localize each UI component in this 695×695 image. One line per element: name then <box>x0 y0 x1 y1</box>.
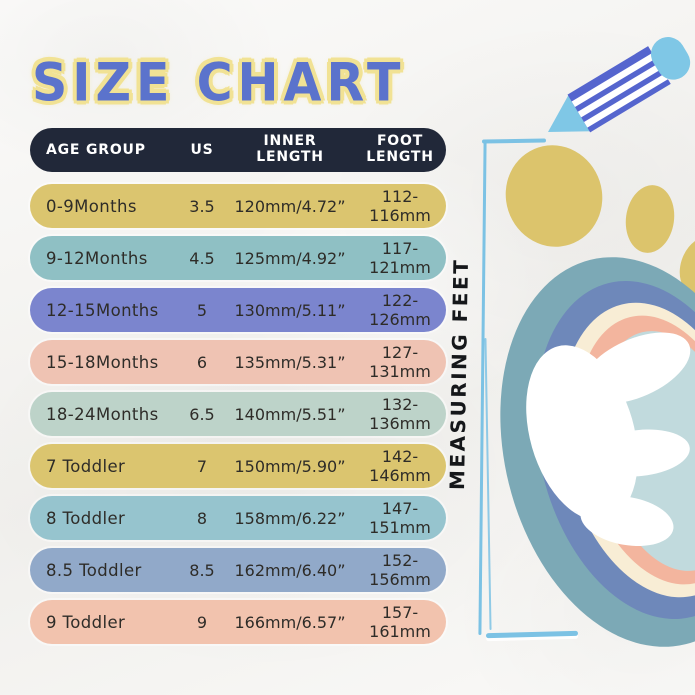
inner-length-cell: 135mm/5.31” <box>234 352 346 372</box>
table-row: 12-15Months 5 130mm/5.11” 122-126mm <box>30 288 446 332</box>
table-row: 9-12Months 4.5 125mm/4.92” 117-121mm <box>30 236 446 280</box>
inner-length-cell: 125mm/4.92” <box>234 248 346 268</box>
header-inner-length: INNER LENGTH <box>256 133 324 165</box>
age-group-cell: 8.5 Toddler <box>46 560 142 580</box>
foot-length-cell: 127-131mm <box>369 343 431 381</box>
size-table: AGE GROUP US INNER LENGTH FOOT LENGTH 0-… <box>30 128 446 644</box>
us-size-cell: 8.5 <box>189 560 215 580</box>
us-size-cell: 9 <box>196 612 208 632</box>
size-table-body: 0-9Months 3.5 120mm/4.72” 112-116mm 9-12… <box>30 184 446 644</box>
us-size-cell: 6.5 <box>189 404 215 424</box>
us-size-cell: 7 <box>196 456 208 476</box>
foot-length-cell: 142-146mm <box>369 447 431 485</box>
foot-length-cell: 122-126mm <box>369 291 431 329</box>
inner-length-cell: 140mm/5.51” <box>234 404 346 424</box>
age-group-cell: 9 Toddler <box>46 612 126 632</box>
measuring-feet-label: MEASURING FEET <box>444 257 474 491</box>
foot-length-cell: 157-161mm <box>369 603 431 641</box>
inner-length-cell: 150mm/5.90” <box>234 456 346 476</box>
table-row: 8.5 Toddler 8.5 162mm/6.40” 152-156mm <box>30 548 446 592</box>
table-row: 15-18Months 6 135mm/5.31” 127-131mm <box>30 340 446 384</box>
size-table-header: AGE GROUP US INNER LENGTH FOOT LENGTH <box>30 128 446 172</box>
foot-length-cell: 132-136mm <box>369 395 431 433</box>
header-age-group: AGE GROUP <box>46 142 146 158</box>
inner-length-cell: 158mm/6.22” <box>234 508 346 528</box>
measuring-feet-label-wrap: MEASURING FEET <box>441 250 477 499</box>
page-title: SIZE CHART <box>32 51 406 114</box>
foot-length-cell: 112-116mm <box>369 187 431 225</box>
us-size-cell: 3.5 <box>189 196 215 216</box>
age-group-cell: 15-18Months <box>46 352 159 372</box>
us-size-cell: 6 <box>196 352 208 372</box>
us-size-cell: 5 <box>196 300 208 320</box>
age-group-cell: 12-15Months <box>46 300 159 320</box>
table-row: 7 Toddler 7 150mm/5.90” 142-146mm <box>30 444 446 488</box>
foot-length-cell: 117-121mm <box>369 239 431 277</box>
inner-length-cell: 166mm/6.57” <box>234 612 346 632</box>
table-row: 8 Toddler 8 158mm/6.22” 147-151mm <box>30 496 446 540</box>
table-row: 0-9Months 3.5 120mm/4.72” 112-116mm <box>30 184 446 228</box>
inner-length-cell: 120mm/4.72” <box>234 196 346 216</box>
inner-length-cell: 162mm/6.40” <box>234 560 346 580</box>
age-group-cell: 8 Toddler <box>46 508 126 528</box>
header-us: US <box>190 142 214 158</box>
foot-length-cell: 147-151mm <box>369 499 431 537</box>
table-row: 18-24Months 6.5 140mm/5.51” 132-136mm <box>30 392 446 436</box>
baby-foot-illustration <box>500 145 695 647</box>
age-group-cell: 0-9Months <box>46 196 137 216</box>
foot-length-cell: 152-156mm <box>369 551 431 589</box>
us-size-cell: 4.5 <box>189 248 215 268</box>
age-group-cell: 9-12Months <box>46 248 148 268</box>
header-foot-length: FOOT LENGTH <box>366 133 434 165</box>
age-group-cell: 18-24Months <box>46 404 159 424</box>
pencil-icon <box>548 37 691 133</box>
age-group-cell: 7 Toddler <box>46 456 126 476</box>
table-row: 9 Toddler 9 166mm/6.57” 157-161mm <box>30 600 446 644</box>
inner-length-cell: 130mm/5.11” <box>234 300 346 320</box>
us-size-cell: 8 <box>196 508 208 528</box>
measuring-bracket-stroke <box>484 338 492 630</box>
